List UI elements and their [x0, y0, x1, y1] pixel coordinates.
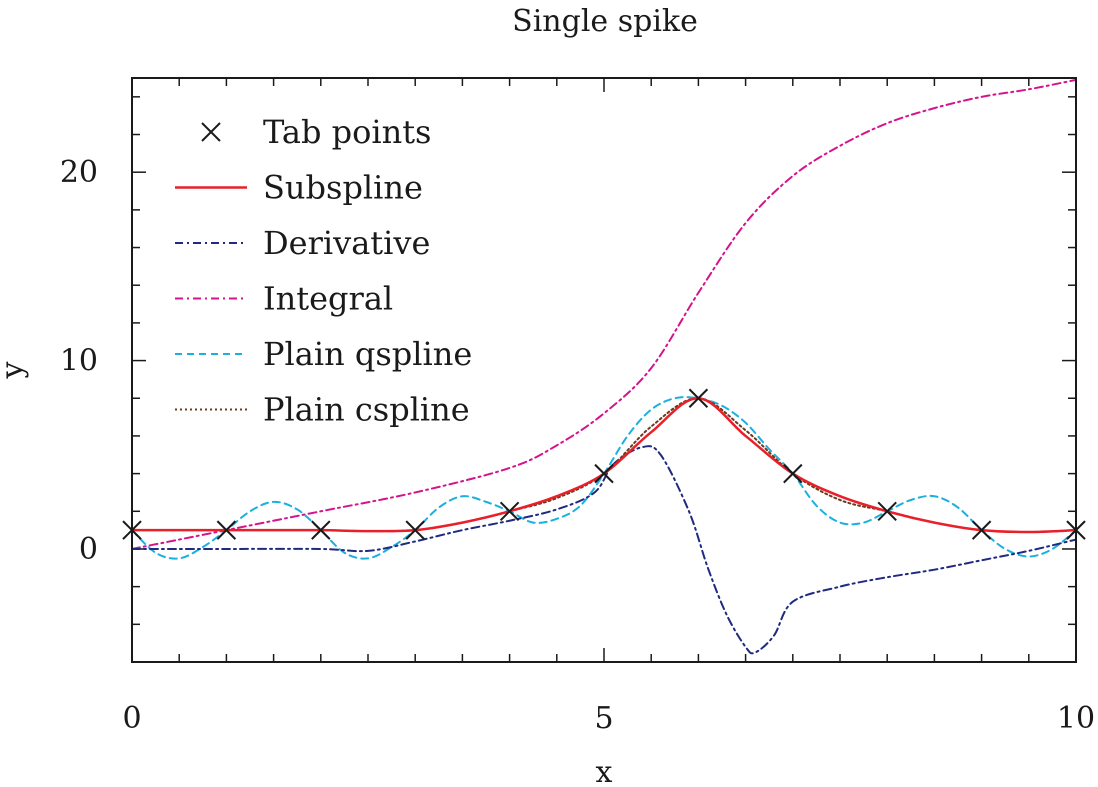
data-point	[877, 501, 897, 521]
integral-line	[131, 78, 1077, 550]
plot-frame	[131, 77, 1077, 663]
chart-title: Single spike	[512, 4, 698, 39]
x-axis-label: x	[596, 755, 613, 787]
legend-swatch-tab-points	[201, 122, 221, 142]
tab-points-series	[122, 388, 1086, 540]
legend-label: Derivative	[263, 224, 430, 262]
data-point	[594, 463, 614, 484]
x-tick-label: 10	[1057, 701, 1095, 736]
legend-item-derivative: Derivative	[175, 224, 430, 262]
data-point	[688, 388, 709, 408]
data-point	[216, 520, 237, 540]
data-point	[783, 463, 803, 484]
x-tick-label: 5	[594, 701, 613, 736]
y-tick-label: 20	[60, 155, 98, 190]
tick-labels: 0 5 10 0 10 20	[60, 155, 1095, 736]
axis-ticks	[131, 78, 1077, 663]
data-point	[971, 520, 992, 540]
legend-label: Plain cspline	[263, 391, 470, 429]
y-tick-label: 0	[79, 532, 98, 567]
legend-label: Subspline	[263, 169, 423, 207]
data-point	[311, 520, 331, 540]
legend-item-plain-cspline: Plain cspline	[175, 391, 470, 429]
legend-label: Tab points	[263, 113, 431, 151]
data-point	[405, 520, 425, 540]
legend-item-plain-qspline: Plain qspline	[175, 335, 472, 373]
legend-label: Plain qspline	[263, 335, 472, 373]
legend-item-tab-points: Tab points	[201, 113, 431, 151]
x-tick-label: 0	[122, 701, 141, 736]
series-layer	[122, 78, 1086, 655]
y-axis-label: y	[0, 361, 30, 379]
data-point	[499, 501, 520, 521]
legend-item-subspline: Subspline	[175, 169, 423, 207]
legend: Tab points Subspline Derivative Integral Pla…	[175, 113, 472, 429]
legend-item-integral: Integral	[175, 280, 393, 318]
y-tick-label: 10	[60, 344, 98, 379]
legend-label: Integral	[263, 280, 393, 318]
derivative-line	[131, 445, 1077, 655]
